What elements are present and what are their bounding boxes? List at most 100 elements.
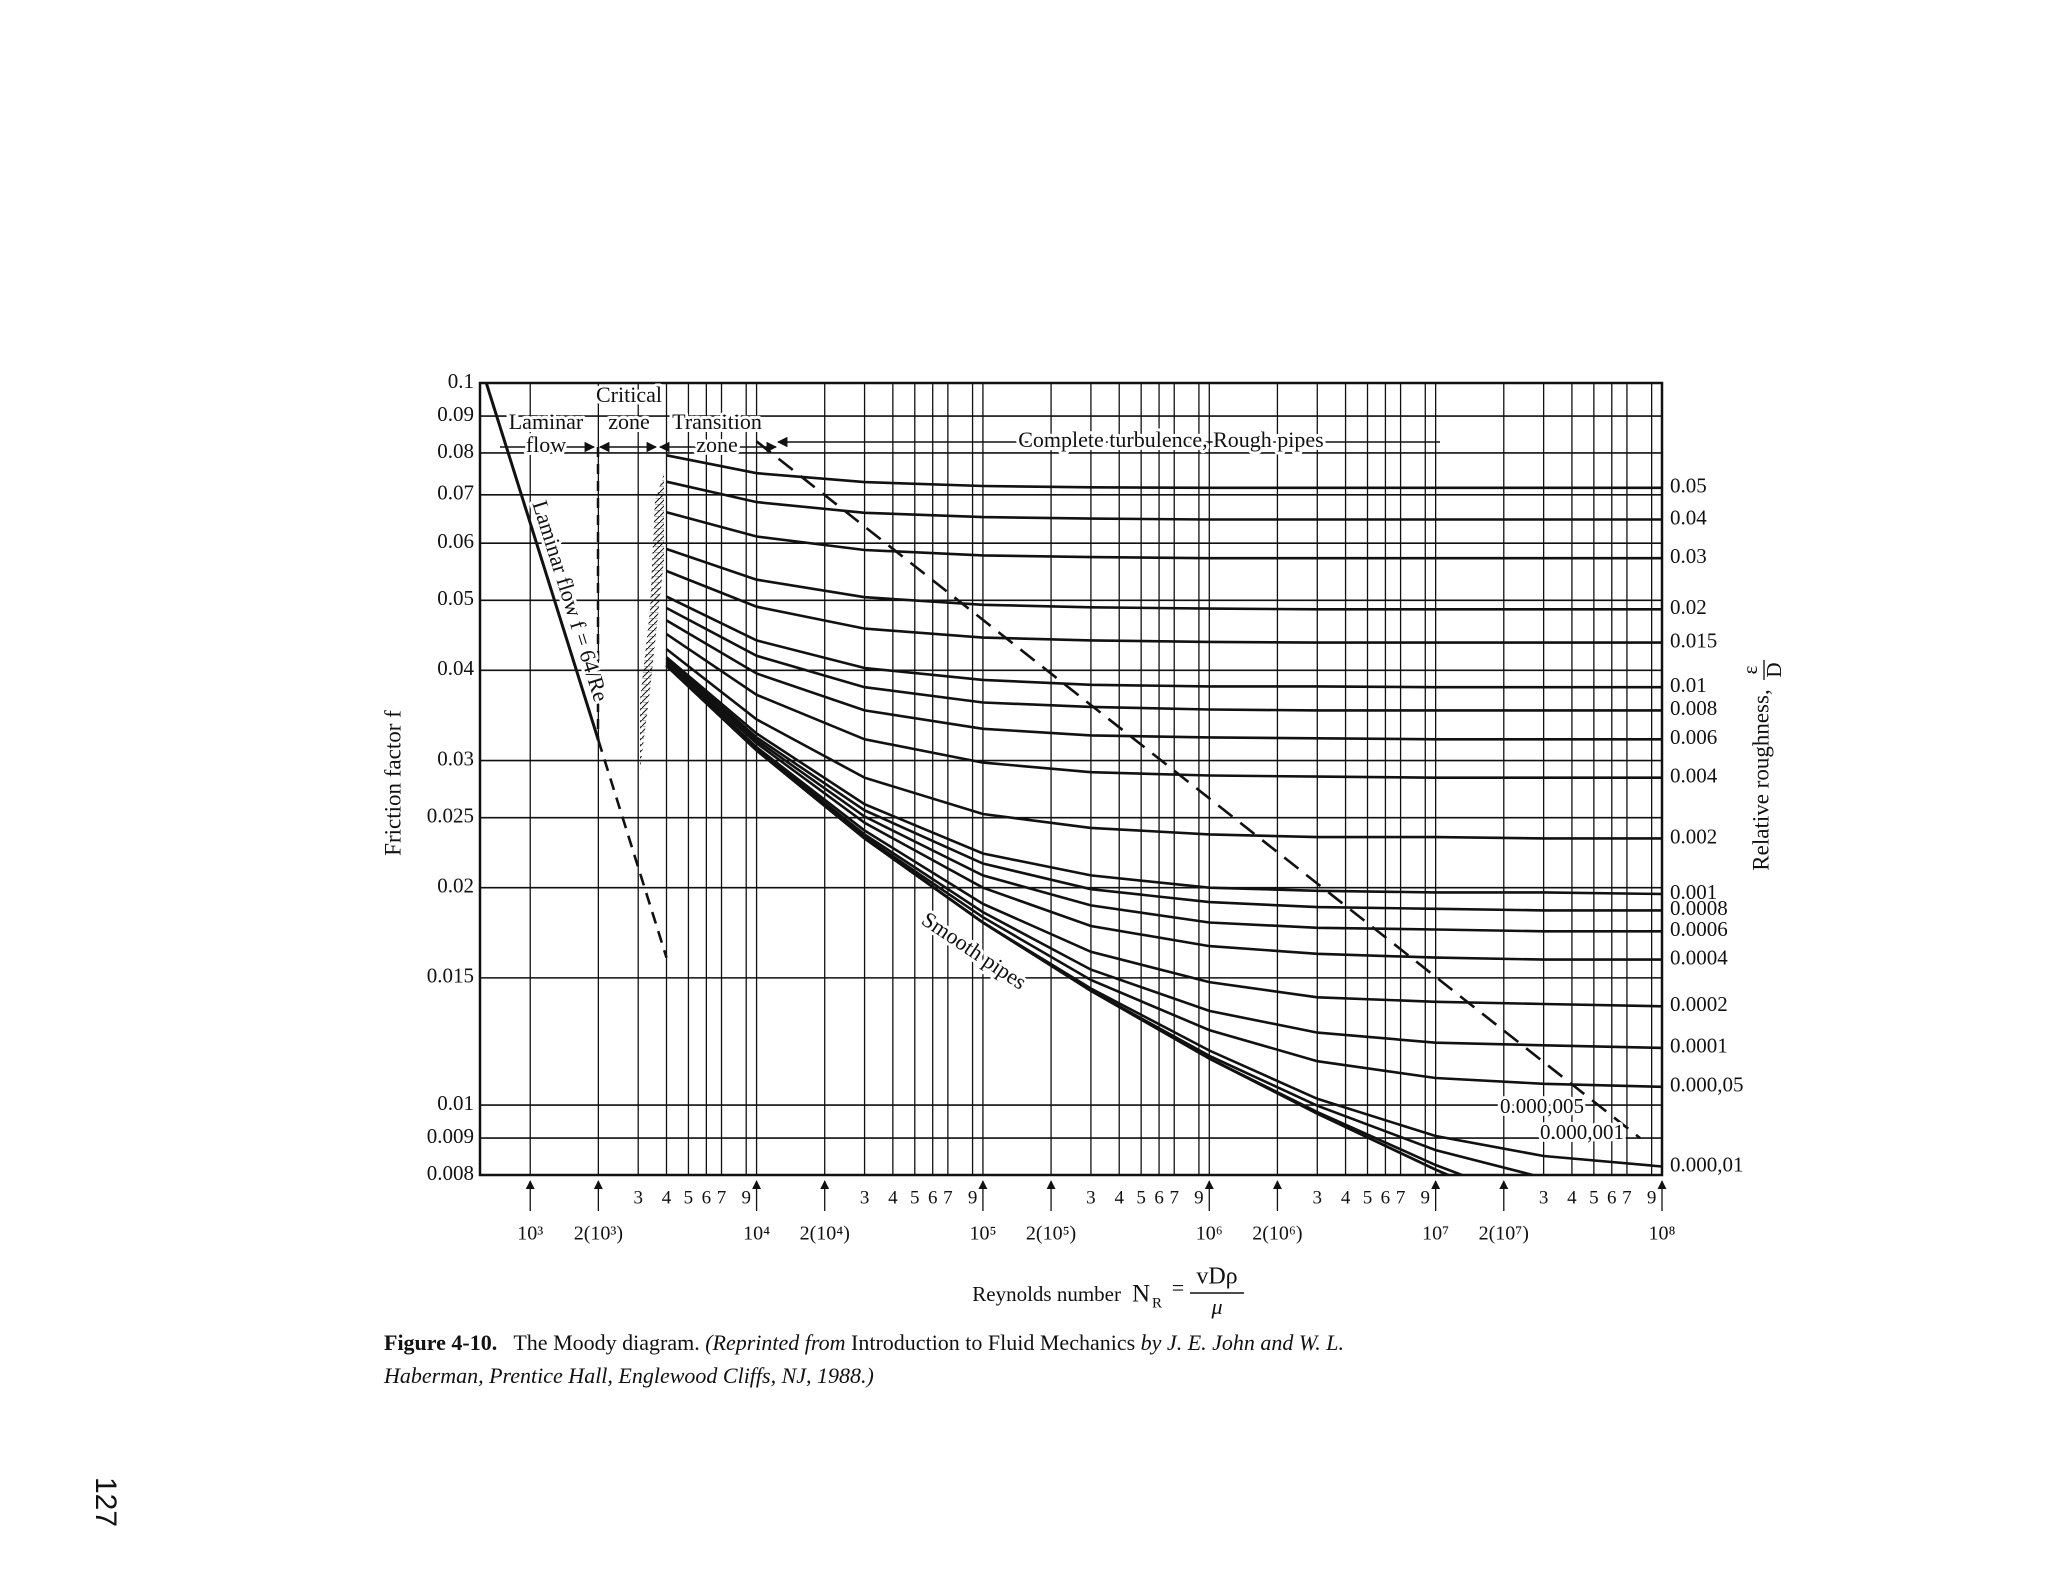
x-tick-label: 6: [702, 1187, 712, 1208]
x-tick-label: 4: [662, 1187, 672, 1208]
x-tick-label: 2(10⁶): [1252, 1223, 1302, 1245]
y-tick-label: 0.04: [437, 656, 474, 680]
x-tick-label: 10³: [517, 1223, 543, 1245]
y-tick-label: 0.009: [427, 1124, 474, 1148]
x-tick-label: 7: [1169, 1187, 1179, 1208]
x-tick-label: 10⁴: [743, 1223, 770, 1245]
roughness-curve: [665, 663, 1662, 1050]
roughness-label: 0.03: [1670, 544, 1707, 568]
x-tick-label: 7: [1622, 1187, 1632, 1208]
y-tick-label: 0.1: [448, 369, 474, 393]
caption-label: Figure 4-10.: [384, 1330, 498, 1355]
x-tick-label: 5: [1589, 1187, 1599, 1208]
roughness-label: 0.002: [1670, 824, 1717, 848]
x-tick-label: 9: [968, 1187, 978, 1208]
x-tick-label: 9: [1647, 1187, 1657, 1208]
roughness-curve: [666, 454, 1662, 490]
x-tick-label: 2(10⁵): [1026, 1223, 1076, 1245]
y-tick-label: 0.02: [437, 873, 474, 897]
smooth-curve: [665, 664, 1452, 1175]
roughness-label: 0.05: [1670, 474, 1707, 498]
roughness-label: 0.04: [1670, 505, 1707, 529]
y-tick-label: 0.08: [437, 439, 474, 463]
zone-label: flow: [526, 432, 566, 457]
roughness-label: 0.0008: [1670, 896, 1728, 920]
page-number: 127: [89, 1476, 123, 1528]
roughness-curve: [665, 656, 1662, 896]
roughness-curve: [665, 660, 1662, 933]
roughness-curve: [665, 663, 1662, 1008]
x-axis-subscript: R: [1152, 1295, 1162, 1311]
x-tick-label: 10⁷: [1422, 1223, 1449, 1245]
roughness-curve: [665, 633, 1662, 779]
y-tick-label: 0.015: [427, 964, 474, 988]
roughness-label: 0.006: [1670, 725, 1717, 749]
x-tick-label: 4: [1341, 1187, 1351, 1208]
y-tick-label: 0.03: [437, 746, 474, 770]
critical-zone-hatch: [618, 474, 664, 770]
y2-axis-title: Relative roughness, ε D: [1738, 660, 1786, 871]
x-axis-title: Reynolds number: [972, 1282, 1121, 1306]
x-axis-symbol: N: [1132, 1281, 1150, 1308]
caption: Figure 4-10. The Moody diagram. (Reprint…: [384, 1326, 1444, 1392]
y2-axis-title-denominator: D: [1762, 662, 1786, 677]
roughness-curve: [665, 664, 1662, 1089]
x-tick-label: 7: [1396, 1187, 1406, 1208]
zone-label: Transition: [672, 409, 762, 434]
x-tick-label: 4: [888, 1187, 898, 1208]
roughness-curve: [665, 661, 1662, 961]
x-tick-label: 2(10³): [574, 1223, 623, 1245]
roughness-label: 0.001: [1670, 880, 1717, 904]
curves: [484, 383, 1662, 1175]
zone-label: zone: [608, 409, 650, 434]
roughness-label: 0.0002: [1670, 992, 1728, 1016]
roughness-curve: [666, 547, 1662, 611]
x-tick-label: 5: [684, 1187, 694, 1208]
roughness-label: 0.000,001: [1540, 1120, 1624, 1144]
roughness-label: 0.000,005: [1500, 1094, 1584, 1118]
roughness-label: 0.004: [1670, 764, 1718, 788]
zone-label: Laminar: [509, 409, 584, 434]
x-tick-label: 4: [1567, 1187, 1577, 1208]
x-tick-label: 6: [1381, 1187, 1391, 1208]
roughness-label: 0.000,01: [1670, 1152, 1744, 1176]
x-tick-label: 10⁸: [1649, 1223, 1676, 1245]
turbulence-boundary: [755, 440, 1641, 1140]
y2-axis-title-numerator: ε: [1738, 665, 1762, 674]
x-tick-label: 6: [1154, 1187, 1164, 1208]
x-tick-label: 3: [633, 1187, 643, 1208]
smooth-label: Smooth pipes: [917, 906, 1031, 994]
roughness-curve: [665, 648, 1662, 840]
y-tick-label: 0.01: [437, 1091, 474, 1115]
x-tick-label: 3: [1086, 1187, 1096, 1208]
x-tick-label: 2(10⁴): [800, 1223, 850, 1245]
roughness-curve: [666, 511, 1662, 560]
x-tick-label: 4: [1114, 1187, 1124, 1208]
x-tick-label: 7: [717, 1187, 727, 1208]
x-tick-label: 9: [741, 1187, 751, 1208]
x-tick-label: 9: [1421, 1187, 1431, 1208]
roughness-curve: [666, 569, 1662, 644]
laminar-line: [484, 383, 600, 741]
zone-label: zone: [696, 432, 738, 457]
x-tick-label: 2(10⁷): [1479, 1223, 1529, 1245]
x-tick-label: 5: [1363, 1187, 1373, 1208]
roughness-curve: [665, 657, 1662, 912]
caption-reprint: (Reprinted from: [705, 1330, 846, 1355]
x-tick-label: 7: [943, 1187, 953, 1208]
x-tick-label: 3: [860, 1187, 870, 1208]
roughness-label: 0.015: [1670, 628, 1717, 652]
zone-label: Critical: [596, 382, 662, 407]
y2-axis-title-text: Relative roughness,: [1748, 689, 1773, 870]
caption-source: by J. E. John and W. L. Haberman, Prenti…: [384, 1330, 1344, 1388]
y-tick-label: 0.06: [437, 529, 474, 553]
roughness-curve: [665, 619, 1662, 741]
x-tick-label: 9: [1194, 1187, 1204, 1208]
roughness-curve: [666, 480, 1662, 521]
y-tick-label: 0.05: [437, 586, 474, 610]
roughness-label: 0.0004: [1670, 945, 1728, 969]
x-axis-operator: =: [1172, 1275, 1184, 1300]
roughness-label: 0.0006: [1670, 917, 1728, 941]
